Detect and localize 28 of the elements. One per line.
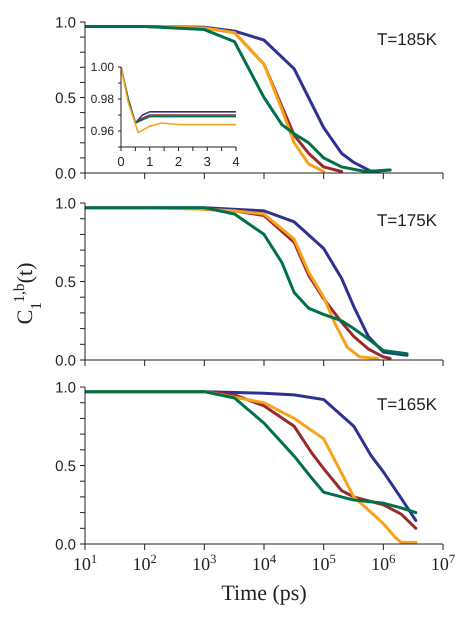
x-tick-label: 0	[117, 154, 125, 169]
annotation: T=175K	[376, 211, 437, 231]
x-tick-label: 10$^{5}$	[312, 552, 336, 574]
y-tick-label: 0.0	[55, 165, 76, 182]
x-tick-label: 10$^{1}$	[72, 552, 98, 574]
x-axis-title: Time (ps)	[221, 580, 307, 605]
y-tick-label: 0.5	[55, 274, 76, 291]
x-tick-label: 3	[204, 154, 211, 169]
y-tick-label: 1.0	[55, 14, 76, 32]
x-tick-label: 2	[174, 154, 182, 169]
annotation: T=185K	[376, 30, 437, 50]
y-tick-label: 0.5	[55, 458, 76, 475]
y-tick-label: 0.96	[90, 124, 114, 138]
x-tick-label: 10$^{3}$	[192, 552, 216, 574]
y-tick-label: 1.0	[55, 195, 76, 212]
x-tick-label: 4	[232, 154, 240, 169]
y-tick-label: 1.0	[55, 379, 76, 396]
x-tick-label: 10$^{4}$	[252, 552, 277, 574]
y-tick-label: 0.5	[55, 90, 76, 107]
annotation: T=165K	[376, 395, 437, 415]
y-tick-label: 0.98	[90, 92, 114, 106]
x-tick-label: 10$^{7}$	[430, 552, 456, 574]
y-tick-label: 1.00	[90, 60, 114, 74]
y-tick-label: 0.0	[55, 536, 76, 554]
x-tick-label: 10$^{6}$	[371, 552, 396, 574]
y-tick-label: 0.0	[55, 352, 76, 370]
x-tick-label: 10$^{2}$	[132, 552, 157, 574]
x-tick-label: 1	[146, 154, 154, 169]
